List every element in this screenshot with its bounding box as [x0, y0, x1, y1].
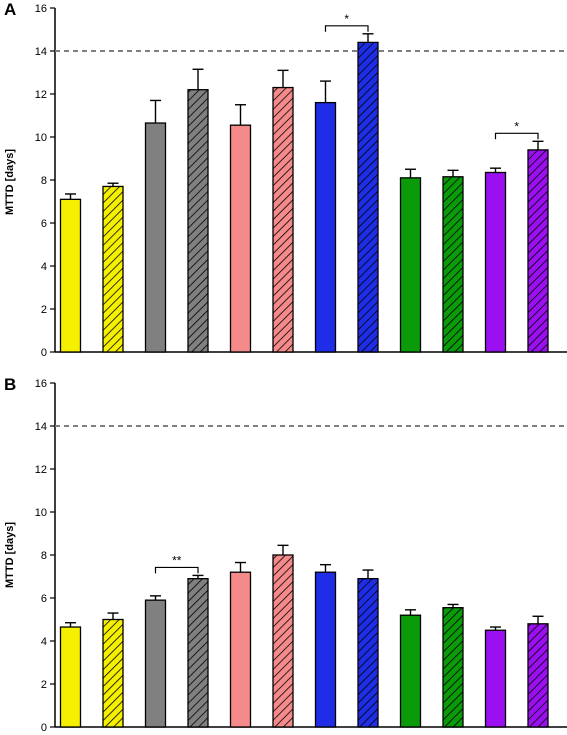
y-tick-label: 4: [41, 261, 47, 273]
panel-a-letter: A: [4, 0, 16, 19]
y-tick-label: 6: [41, 218, 47, 230]
bar: [229, 571, 252, 728]
bar: [357, 41, 379, 353]
significance-bracket: [154, 566, 199, 574]
y-tick-label: 4: [41, 636, 47, 648]
bar: [442, 607, 464, 728]
panel-b-letter: B: [4, 375, 16, 394]
bar: [272, 86, 294, 353]
bar: [59, 626, 82, 728]
y-tick-label: 2: [41, 679, 47, 691]
bar: [442, 176, 464, 353]
bar: [357, 578, 379, 728]
bar: [527, 149, 549, 353]
significance-label: *: [344, 12, 349, 26]
bar: [102, 618, 124, 728]
panel-a: A MTTD [days] 0 2 4 6 8 10 12 14 16 * *: [4, 0, 567, 359]
significance-label: **: [172, 553, 182, 567]
significance-bracket: [324, 25, 369, 32]
bar: [187, 578, 209, 728]
bar: [59, 198, 82, 353]
bar: [144, 122, 167, 353]
y-tick-label: 12: [35, 464, 47, 476]
y-tick-label: 16: [35, 3, 47, 15]
y-tick-label: 14: [35, 46, 47, 58]
bar: [144, 599, 167, 728]
y-tick-label: 0: [41, 722, 47, 734]
bar: [229, 124, 252, 353]
y-tick-label: 0: [41, 347, 47, 359]
y-tick-label: 6: [41, 593, 47, 605]
y-tick-label: 16: [35, 378, 47, 390]
bar: [484, 629, 507, 728]
y-tick-label: 14: [35, 421, 47, 433]
bar: [399, 614, 422, 728]
y-tick-label: 10: [35, 507, 47, 519]
bar: [187, 89, 209, 353]
y-tick-label: 8: [41, 550, 47, 562]
bar: [272, 554, 294, 728]
y-tick-label: 10: [35, 132, 47, 144]
panel-b: B MTTD [days] 0 2 4 6 8 10 12 14 16 **: [4, 375, 567, 734]
bar: [314, 101, 337, 353]
bar: [527, 623, 549, 728]
panel-b-y-axis-label: MTTD [days]: [4, 522, 16, 588]
y-tick-label: 2: [41, 304, 47, 316]
panel-a-y-axis-label: MTTD [days]: [4, 149, 16, 215]
y-tick-label: 12: [35, 89, 47, 101]
bar: [399, 177, 422, 353]
significance-label: *: [514, 119, 519, 133]
bar: [102, 185, 124, 353]
bar: [484, 171, 507, 353]
bar: [314, 571, 337, 728]
y-tick-label: 8: [41, 175, 47, 187]
significance-bracket: [494, 132, 539, 140]
